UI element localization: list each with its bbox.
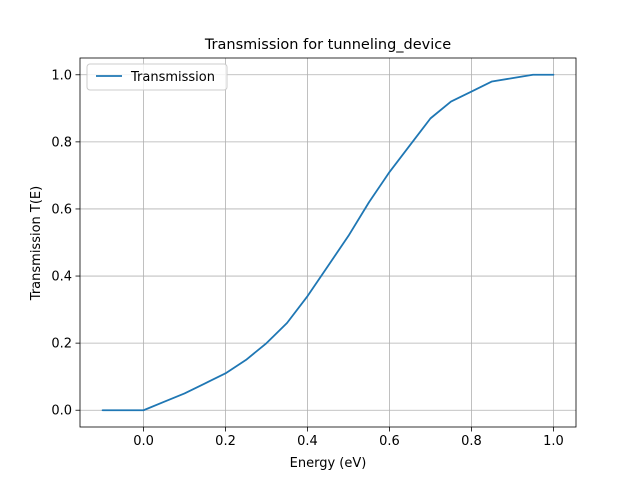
legend: Transmission — [86, 63, 228, 91]
plot-frame — [79, 57, 577, 428]
y-tick-label: 0.2 — [51, 337, 72, 352]
y-tick-label: 0.6 — [51, 202, 72, 217]
y-tick-label: 1.0 — [51, 68, 72, 83]
grid-layer — [80, 58, 576, 427]
x-tick-label: 0.0 — [133, 434, 154, 449]
x-tick-label: 0.2 — [215, 434, 236, 449]
chart-title: Transmission for tunneling_device — [204, 37, 451, 53]
x-tick-label: 0.8 — [461, 434, 482, 449]
x-axis-label: Energy (eV) — [290, 456, 367, 471]
series-line-transmission — [101, 73, 555, 412]
legend-box — [86, 63, 228, 91]
series-layer — [101, 73, 555, 412]
y-tick-label: 0.8 — [51, 135, 72, 150]
y-tick-label: 0.0 — [51, 404, 72, 419]
x-tick-label: 1.0 — [543, 434, 564, 449]
y-axis-label: Transmission T(E) — [29, 186, 44, 301]
x-tick-label: 0.6 — [379, 434, 400, 449]
tick-layer: 0.0 0.2 0.4 0.6 0.8 1.0 0.0 0.2 0.4 0.6 0.8 1.0 — [51, 68, 563, 449]
y-tick-label: 0.4 — [51, 270, 72, 285]
x-tick-label: 0.4 — [297, 434, 318, 449]
legend-label: Transmission — [130, 70, 215, 85]
